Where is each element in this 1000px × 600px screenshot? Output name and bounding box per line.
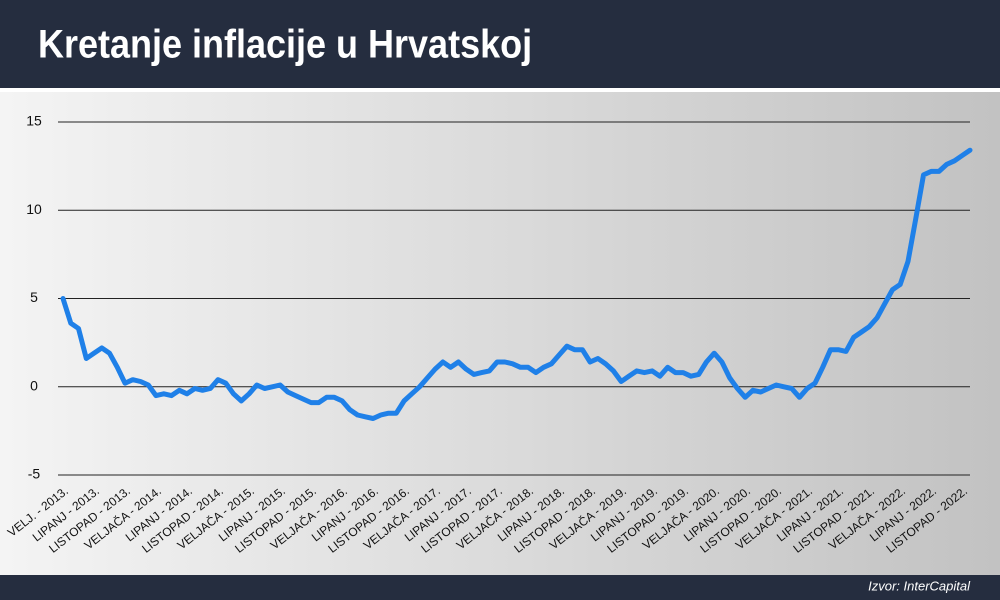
source: Izvor: InterCapital xyxy=(868,578,971,593)
y-tick-label: 10 xyxy=(26,201,42,217)
y-tick-label: 0 xyxy=(30,377,38,393)
header xyxy=(0,0,1000,88)
y-tick-label: -5 xyxy=(28,466,41,482)
y-tick-label: 5 xyxy=(30,289,38,305)
footer xyxy=(0,575,1000,600)
header-rule xyxy=(0,88,1000,92)
line xyxy=(60,147,973,421)
y-tick-label: 15 xyxy=(26,113,42,129)
chart-title: Kretanje inflacije u Hrvatskoj xyxy=(38,23,532,67)
